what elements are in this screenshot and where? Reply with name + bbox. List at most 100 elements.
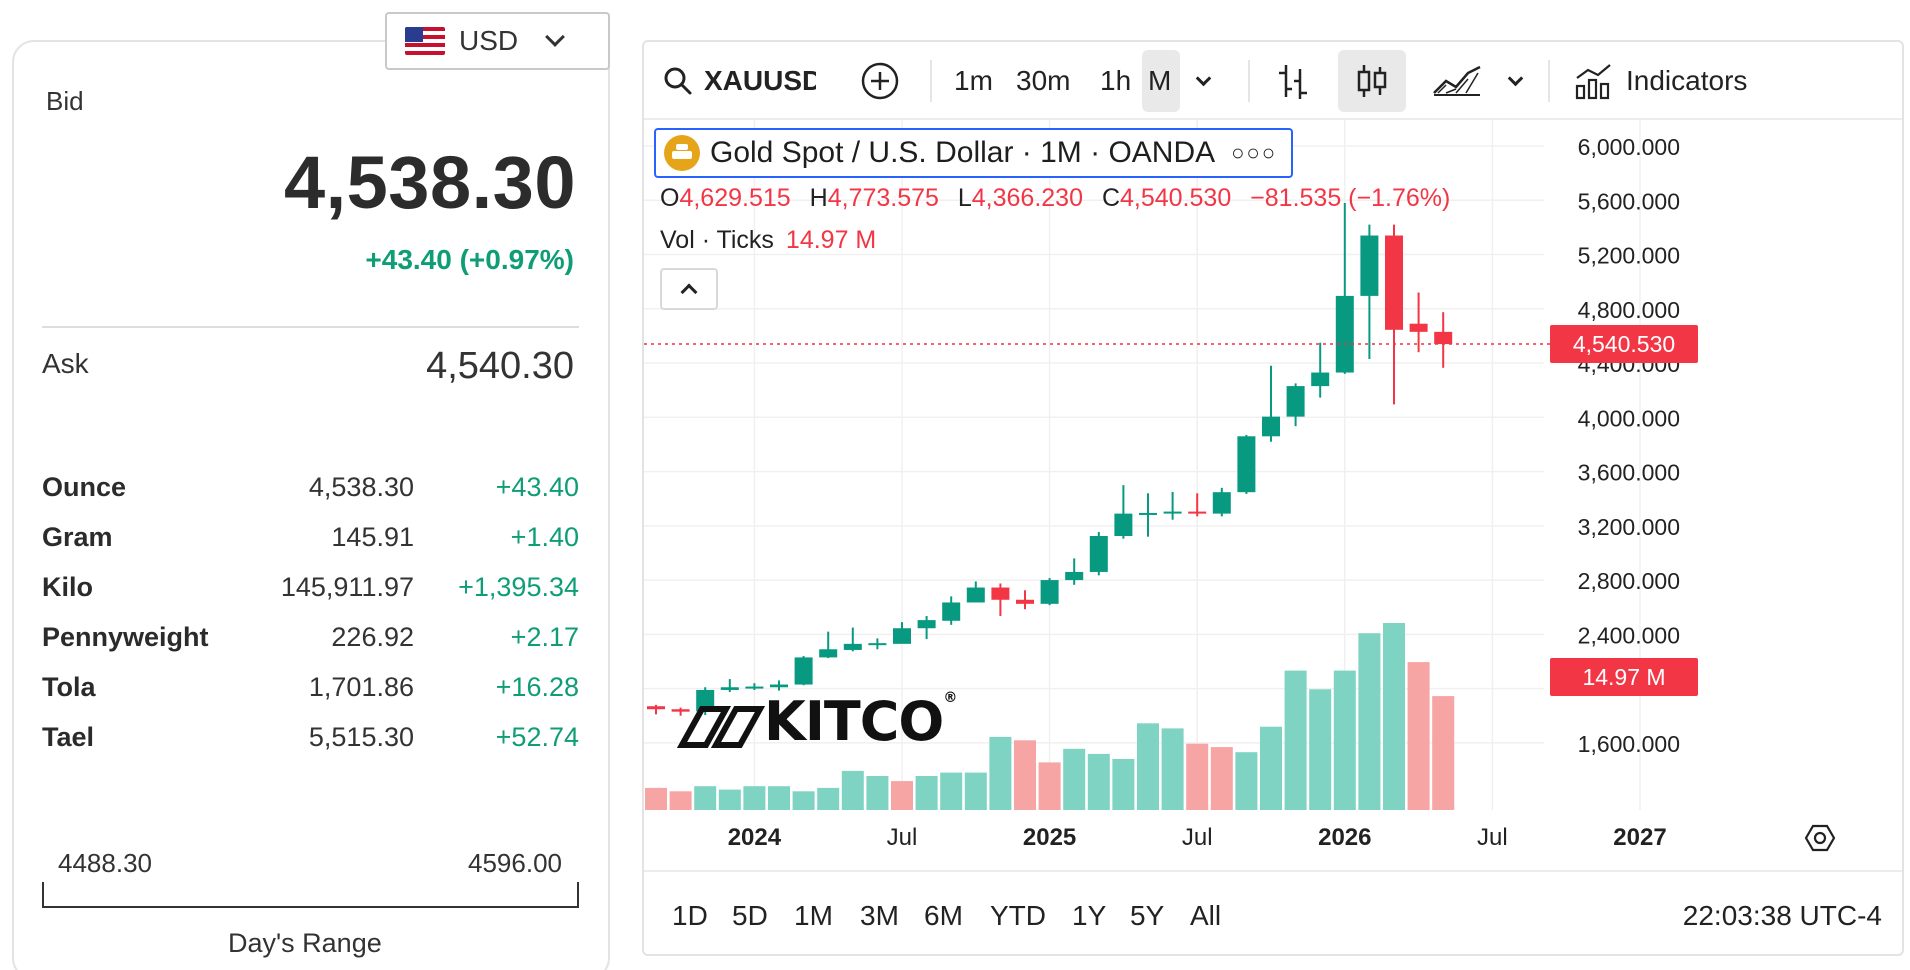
range-5d[interactable]: 5D	[732, 900, 768, 931]
price-chart-canvas[interactable]: 1,600.000 2,400.000 2,800.000 3,200.000 3,60…	[644, 120, 1904, 870]
candle-body	[1139, 512, 1157, 515]
volume-bar	[1112, 759, 1135, 810]
volume-bar	[915, 776, 938, 810]
candle-body	[647, 706, 665, 710]
compare-button[interactable]	[860, 42, 900, 120]
candle-body	[696, 689, 715, 712]
volume-bar	[1161, 728, 1184, 810]
symbol-legend-title: Gold Spot / U.S. Dollar · 1M · OANDA	[710, 136, 1216, 169]
symbol-search[interactable]: XAUUSD	[662, 42, 816, 120]
close-value: 4,540.530	[1120, 184, 1232, 212]
range-1y[interactable]: 1Y	[1072, 900, 1107, 931]
candle-body	[1237, 436, 1256, 493]
unit-price-table: Ounce 4,538.30 +43.40 Gram 145.91 +1.40 …	[42, 472, 579, 772]
volume-bar	[645, 787, 667, 810]
chart-clock[interactable]: 22:03:38 UTC-4	[1682, 900, 1882, 931]
volume-bar	[940, 772, 963, 810]
candle-body	[1311, 372, 1330, 387]
unit-change: +52.74	[495, 722, 579, 752]
range-1d[interactable]: 1D	[672, 900, 708, 931]
toolbar-separator	[1248, 60, 1250, 102]
ohlc-readout: O4,629.515 H4,773.575 L4,366.230 C4,540.…	[660, 184, 1462, 213]
candle-body	[1065, 571, 1084, 581]
candle-body	[1188, 511, 1207, 514]
volume-bar	[1235, 752, 1258, 810]
settings-icon	[1804, 824, 1836, 852]
unit-name: Tael	[42, 722, 95, 752]
unit-row-pennyweight: Pennyweight 226.92 +2.17	[42, 622, 579, 672]
candle-chart-type-button[interactable]	[1354, 42, 1390, 120]
candle-body	[1212, 492, 1231, 514]
bid-value: 4,538.30	[283, 141, 576, 224]
interval-dropdown[interactable]	[1195, 42, 1212, 120]
candle-body	[770, 684, 788, 688]
unit-change: +2.17	[510, 622, 579, 652]
y-tick-label: 2,800.000	[1578, 568, 1680, 594]
toolbar-separator	[1548, 60, 1550, 102]
range-5y[interactable]: 5Y	[1130, 900, 1165, 931]
range-3m[interactable]: 3M	[860, 900, 899, 931]
interval-30m[interactable]: 30m	[1016, 65, 1071, 96]
candle-body	[1335, 295, 1354, 373]
candle-body	[1262, 416, 1280, 437]
candle-body	[942, 602, 961, 621]
unit-change: +1,395.34	[458, 572, 579, 602]
unit-row-tael: Tael 5,515.30 +52.74	[42, 722, 579, 772]
volume-bar	[1432, 696, 1455, 810]
bar-chart-type-button[interactable]	[1276, 42, 1310, 120]
range-1m[interactable]: 1M	[794, 900, 833, 931]
candle-body	[1163, 511, 1182, 514]
interval-month[interactable]: M	[1148, 65, 1172, 96]
candle-body	[1434, 331, 1453, 345]
range-all[interactable]: All	[1190, 900, 1222, 931]
candle-body	[1016, 599, 1034, 604]
close-key: C	[1101, 184, 1120, 212]
interval-1h[interactable]: 1h	[1100, 65, 1132, 96]
x-tick-label: Jul	[1182, 824, 1213, 851]
indicators-button[interactable]: Indicators	[1574, 42, 1747, 120]
ask-label: Ask	[42, 348, 89, 379]
ask-value: 4,540.30	[426, 345, 574, 387]
area-chart-icon	[1433, 65, 1481, 96]
volume-bar	[792, 791, 815, 810]
area-chart-type-button[interactable]	[1432, 42, 1482, 120]
interval-1m[interactable]: 1m	[954, 65, 993, 96]
us-flag-icon	[405, 27, 445, 55]
settings-icon-center	[1813, 831, 1827, 845]
x-tick-label: 2025	[1023, 824, 1076, 851]
x-tick-label: 2026	[1318, 824, 1371, 851]
y-tick-label: 2,400.000	[1578, 622, 1680, 648]
gold-bar-icon	[664, 135, 700, 171]
price-card	[12, 40, 610, 970]
last-volume-tag	[1550, 658, 1698, 696]
range-6m[interactable]: 6M	[924, 900, 963, 931]
currency-select[interactable]: USD	[385, 12, 610, 70]
price-axis: 1,600.000 2,400.000 2,800.000 3,200.000 3,60…	[1578, 134, 1680, 757]
volume-bar	[768, 786, 790, 810]
volume-bar	[817, 787, 840, 810]
high-value: 4,773.575	[827, 184, 939, 212]
volume-bar	[1333, 670, 1356, 810]
y-tick-label: 4,800.000	[1578, 297, 1680, 323]
more-options-icon[interactable]: ○○○	[1231, 140, 1278, 165]
volume-bar	[964, 772, 987, 810]
volume-bar	[1309, 689, 1332, 810]
y-tick-label: 4,000.000	[1578, 405, 1680, 431]
volume-bar	[1407, 662, 1430, 810]
candle-body	[671, 709, 690, 712]
indicators-label: Indicators	[1626, 65, 1748, 96]
collapse-legend-button[interactable]	[660, 268, 718, 310]
active-interval-highlight	[1142, 50, 1180, 112]
bid-change: +43.40 (+0.97%)	[365, 244, 574, 275]
symbol-legend[interactable]: Gold Spot / U.S. Dollar · 1M · OANDA ○○○	[654, 128, 1294, 178]
day-range-high: 4596.00	[468, 848, 562, 878]
candle-body	[868, 643, 887, 646]
volume-bar	[669, 791, 692, 810]
unit-change: +43.40	[495, 472, 579, 502]
candle-body	[1040, 580, 1059, 604]
range-ytd[interactable]: YTD	[990, 900, 1046, 931]
candle-body	[1089, 536, 1108, 572]
volume-bar	[989, 736, 1012, 810]
chart-type-dropdown[interactable]	[1507, 42, 1524, 120]
candle-body	[794, 657, 813, 685]
